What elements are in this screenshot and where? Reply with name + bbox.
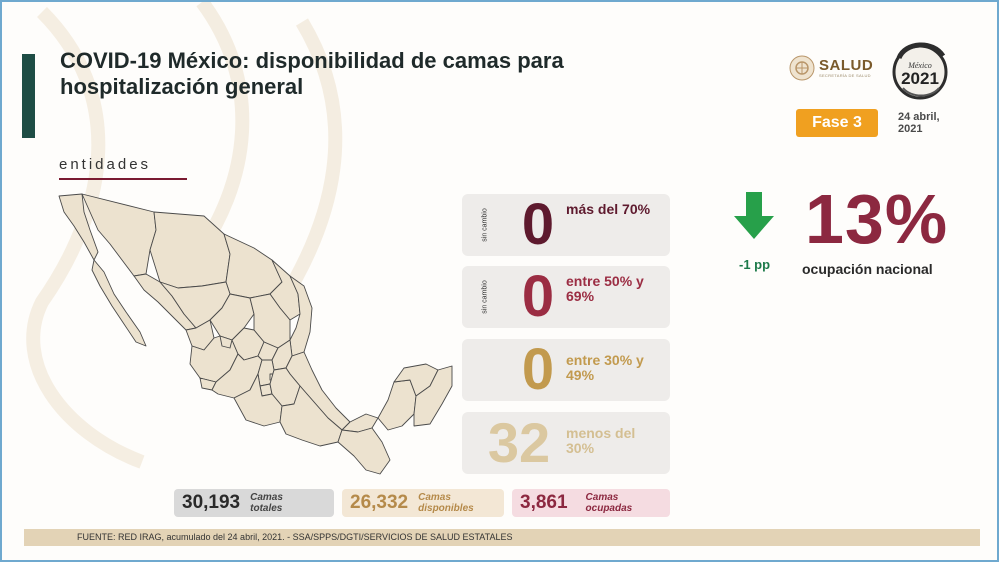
svg-text:2021: 2021 (901, 69, 939, 88)
state-guerrero (233, 373, 283, 427)
stat-occupied-beds: 3,861 Camas ocupadas (512, 489, 670, 517)
page-title: COVID-19 México: disponibilidad de camas… (60, 48, 564, 99)
mexico-map (58, 193, 453, 475)
state-chiapas (337, 427, 391, 475)
mexico-2021-logo: México 2021 (892, 42, 948, 100)
national-occupancy-label: ocupación nacional (802, 261, 933, 277)
card-range-label: entre 30% y 49% (566, 352, 644, 383)
state-baja-california (58, 193, 99, 261)
report-date-line2: 2021 (898, 123, 923, 135)
card-range-label: menos del 30% (566, 425, 636, 456)
stat-label: Camas disponibles (418, 492, 474, 514)
occupancy-card-30-49: 0 entre 30% y 49% (462, 339, 670, 401)
card-range-label: entre 50% y 69% (566, 273, 644, 304)
salud-logo-text: SALUD (819, 56, 874, 74)
stat-total-beds: 30,193 Camas totales (174, 489, 334, 517)
card-count: 0 (521, 337, 555, 402)
card-count: 0 (521, 192, 555, 257)
occupancy-card-under-30: 32 menos del 30% (462, 412, 670, 474)
state-baja-california-sur (91, 259, 147, 347)
salud-emblem-icon (789, 55, 815, 81)
salud-logo: SALUD SECRETARÍA DE SALUD (789, 55, 873, 81)
card-count: 0 (521, 264, 555, 329)
section-underline (59, 178, 187, 180)
card-range-label: más del 70% (566, 201, 651, 217)
footer-source: FUENTE: RED IRAG, acumulado del 24 abril… (77, 532, 513, 542)
state-aguascalientes (219, 335, 233, 349)
salud-logo-subtext: SECRETARÍA DE SALUD (819, 72, 871, 78)
state-coahuila (223, 233, 283, 299)
svg-text:México: México (907, 61, 932, 70)
state-quintana-roo (413, 365, 453, 427)
occupancy-card-over-70: sin cambio 0 más del 70% (462, 194, 670, 256)
title-accent-bar (22, 54, 35, 138)
stat-label: Camas totales (250, 492, 283, 514)
report-date-line1: 24 abril, (898, 111, 940, 123)
serpent-emblem-icon (892, 42, 948, 100)
card-count: 32 (487, 411, 551, 474)
card-change-label: sin cambio (481, 208, 489, 242)
stat-value: 26,332 (350, 492, 409, 513)
stat-value: 30,193 (182, 492, 241, 513)
state-campeche (377, 379, 417, 431)
card-change-label: sin cambio (481, 280, 489, 314)
report-date: 24 abril, 2021 (898, 111, 940, 135)
stat-available-beds: 26,332 Camas disponibles (342, 489, 504, 517)
trend-label: -1 pp (739, 257, 771, 272)
occupancy-card-50-69: sin cambio 0 entre 50% y 69% (462, 266, 670, 328)
arrow-down-icon (734, 192, 774, 239)
phase-badge: Fase 3 (796, 109, 878, 137)
stat-value: 3,861 (520, 492, 568, 513)
section-label: entidades (59, 156, 152, 173)
national-occupancy-percent: 13% (805, 180, 949, 258)
stat-label: Camas ocupadas (585, 492, 633, 514)
state-chihuahua (149, 211, 231, 289)
footer-bar (24, 529, 980, 546)
